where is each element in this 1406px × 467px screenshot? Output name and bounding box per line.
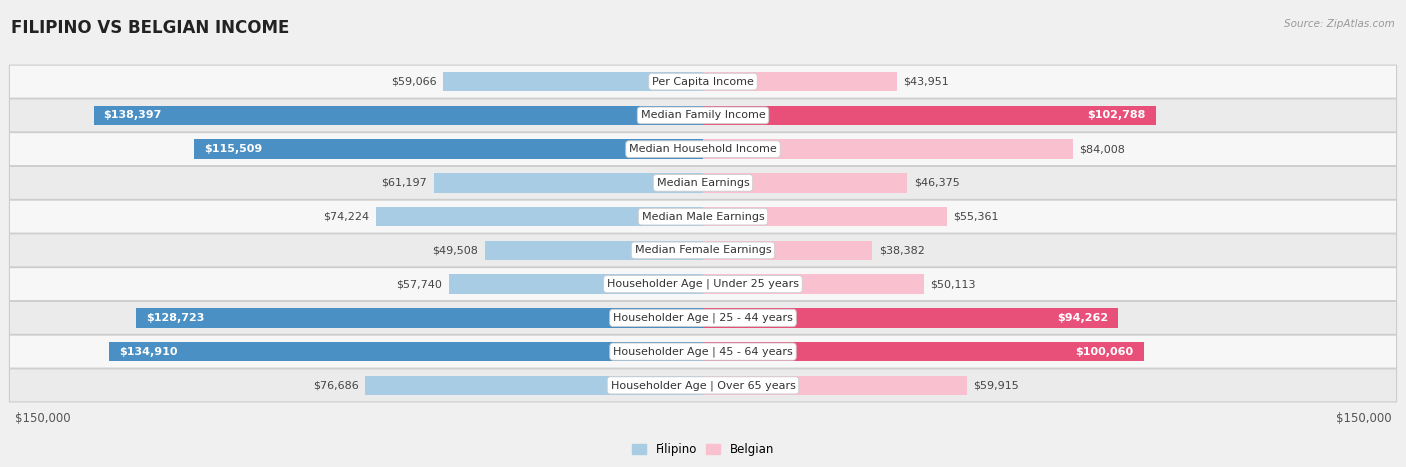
Text: $115,509: $115,509 bbox=[204, 144, 263, 154]
Bar bbox=[433, 173, 703, 193]
Text: $134,910: $134,910 bbox=[118, 347, 177, 357]
Text: $102,788: $102,788 bbox=[1087, 110, 1146, 120]
Text: Householder Age | Over 65 years: Householder Age | Over 65 years bbox=[610, 380, 796, 390]
Bar bbox=[449, 274, 703, 294]
FancyBboxPatch shape bbox=[10, 335, 1396, 368]
FancyBboxPatch shape bbox=[10, 133, 1396, 166]
Text: $49,508: $49,508 bbox=[433, 245, 478, 255]
Text: $76,686: $76,686 bbox=[314, 380, 359, 390]
FancyBboxPatch shape bbox=[10, 200, 1396, 233]
Bar bbox=[703, 308, 1118, 328]
Bar bbox=[703, 139, 1073, 159]
Bar bbox=[703, 106, 1156, 125]
Text: $46,375: $46,375 bbox=[914, 178, 959, 188]
Bar bbox=[443, 72, 703, 92]
Bar bbox=[703, 342, 1143, 361]
Text: Householder Age | 25 - 44 years: Householder Age | 25 - 44 years bbox=[613, 312, 793, 323]
Text: $43,951: $43,951 bbox=[903, 77, 949, 87]
Text: $57,740: $57,740 bbox=[396, 279, 441, 289]
Bar bbox=[377, 207, 703, 226]
Bar bbox=[703, 72, 897, 92]
FancyBboxPatch shape bbox=[10, 268, 1396, 301]
Text: $59,066: $59,066 bbox=[391, 77, 436, 87]
FancyBboxPatch shape bbox=[10, 369, 1396, 402]
Text: Source: ZipAtlas.com: Source: ZipAtlas.com bbox=[1284, 19, 1395, 28]
Text: $38,382: $38,382 bbox=[879, 245, 925, 255]
Text: Median Household Income: Median Household Income bbox=[628, 144, 778, 154]
Bar bbox=[703, 241, 872, 260]
FancyBboxPatch shape bbox=[10, 166, 1396, 199]
Text: $55,361: $55,361 bbox=[953, 212, 998, 222]
Bar bbox=[703, 375, 967, 395]
Text: $50,113: $50,113 bbox=[931, 279, 976, 289]
Text: $128,723: $128,723 bbox=[146, 313, 204, 323]
Text: $100,060: $100,060 bbox=[1076, 347, 1133, 357]
Text: Median Female Earnings: Median Female Earnings bbox=[634, 245, 772, 255]
Bar bbox=[194, 139, 703, 159]
Text: Median Male Earnings: Median Male Earnings bbox=[641, 212, 765, 222]
Text: Median Earnings: Median Earnings bbox=[657, 178, 749, 188]
Bar bbox=[703, 274, 924, 294]
FancyBboxPatch shape bbox=[10, 99, 1396, 132]
Legend: Filipino, Belgian: Filipino, Belgian bbox=[631, 443, 775, 456]
Text: $74,224: $74,224 bbox=[323, 212, 370, 222]
Text: $61,197: $61,197 bbox=[381, 178, 427, 188]
FancyBboxPatch shape bbox=[10, 301, 1396, 334]
Text: Householder Age | Under 25 years: Householder Age | Under 25 years bbox=[607, 279, 799, 290]
Text: Per Capita Income: Per Capita Income bbox=[652, 77, 754, 87]
Text: $84,008: $84,008 bbox=[1080, 144, 1125, 154]
Text: FILIPINO VS BELGIAN INCOME: FILIPINO VS BELGIAN INCOME bbox=[11, 19, 290, 37]
Bar bbox=[136, 308, 703, 328]
Text: $138,397: $138,397 bbox=[104, 110, 162, 120]
FancyBboxPatch shape bbox=[10, 65, 1396, 98]
Text: Median Family Income: Median Family Income bbox=[641, 110, 765, 120]
Text: $94,262: $94,262 bbox=[1057, 313, 1108, 323]
Bar bbox=[703, 207, 946, 226]
Bar bbox=[94, 106, 703, 125]
Bar bbox=[108, 342, 703, 361]
Bar bbox=[703, 173, 907, 193]
Bar bbox=[366, 375, 703, 395]
Text: $59,915: $59,915 bbox=[973, 380, 1019, 390]
Bar bbox=[485, 241, 703, 260]
FancyBboxPatch shape bbox=[10, 234, 1396, 267]
Text: Householder Age | 45 - 64 years: Householder Age | 45 - 64 years bbox=[613, 347, 793, 357]
